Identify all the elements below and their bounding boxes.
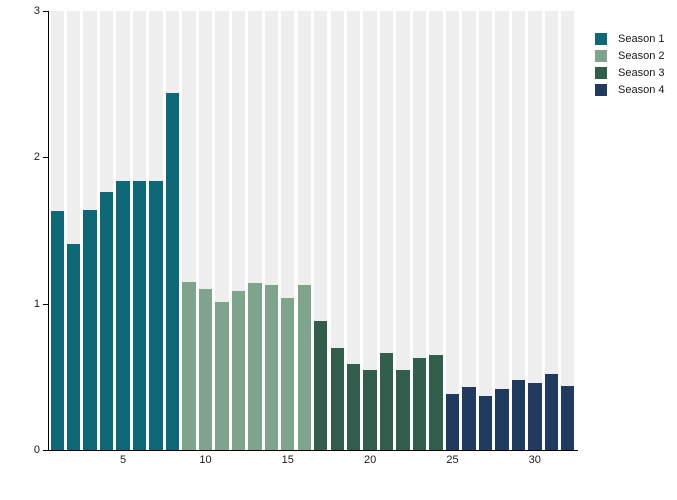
bar-season2-episode12: [231, 290, 246, 450]
legend-label: Season 1: [618, 33, 665, 45]
y-axis-line: [48, 11, 49, 451]
legend-item-season-4: Season 4: [595, 84, 664, 96]
bar-season2-episode10: [198, 289, 213, 450]
bar-season4-episode30: [528, 382, 542, 450]
bar-season2-episode14: [264, 284, 279, 450]
bar-season1-episode5: [116, 180, 130, 450]
bar-season2-episode15: [281, 297, 295, 450]
background-column: [346, 11, 361, 450]
legend-item-season-2: Season 2: [595, 50, 664, 62]
background-column: [561, 11, 575, 450]
x-tick-label-5: 5: [120, 454, 127, 466]
x-tick-label-20: 20: [363, 454, 377, 466]
background-column: [363, 11, 377, 450]
legend-item-season-1: Season 1: [595, 33, 664, 45]
y-tick-label-3: 3: [33, 5, 40, 17]
legend-swatch-icon: [595, 50, 607, 62]
x-axis-line: [43, 450, 578, 451]
y-tick-label-0: 0: [33, 444, 40, 456]
background-column: [429, 11, 443, 450]
background-column: [478, 11, 493, 450]
y-tick-2: [43, 157, 48, 159]
bar-season4-episode29: [511, 379, 526, 450]
bar-season4-episode27: [478, 395, 493, 450]
bar-season1-episode8: [165, 92, 180, 450]
bar-season3-episode24: [429, 354, 443, 450]
bar-season3-episode21: [379, 353, 394, 450]
bar-season4-episode26: [462, 387, 476, 450]
x-tick-label-15: 15: [281, 454, 294, 466]
legend: Season 1 Season 2 Season 3 Season 4: [595, 33, 664, 101]
bar-season3-episode22: [396, 369, 410, 450]
background-column: [511, 11, 526, 450]
bar-season3-episode17: [314, 321, 328, 450]
bar-season3-episode20: [363, 369, 377, 450]
background-column: [412, 11, 427, 450]
y-tick-label-1: 1: [33, 297, 40, 310]
background-column: [445, 11, 460, 450]
background-column: [379, 11, 394, 450]
bar-season3-episode23: [412, 357, 427, 450]
bar-season2-episode13: [248, 283, 262, 450]
bar-season1-episode4: [99, 192, 114, 450]
y-tick-label-2: 2: [33, 151, 40, 164]
bar-season3-episode19: [346, 363, 361, 450]
background-column: [495, 11, 509, 450]
bar-season4-episode32: [561, 385, 575, 450]
legend-swatch-icon: [595, 84, 607, 96]
background-column: [528, 11, 542, 450]
bar-season4-episode28: [495, 388, 509, 450]
x-tick-label-10: 10: [199, 454, 212, 466]
bar-season1-episode6: [132, 180, 147, 450]
bar-season1-episode3: [83, 210, 97, 450]
legend-label: Season 2: [618, 50, 665, 62]
bar-season2-episode16: [297, 284, 311, 450]
background-column: [462, 11, 476, 450]
legend-item-season-3: Season 3: [595, 67, 664, 79]
bar-season2-episode11: [215, 302, 229, 450]
y-tick-3: [43, 11, 48, 12]
bar-season4-episode25: [445, 394, 460, 450]
x-tick-label-30: 30: [528, 454, 541, 466]
legend-swatch-icon: [595, 67, 607, 79]
background-column: [544, 11, 558, 450]
legend-label: Season 3: [618, 67, 665, 79]
y-tick-1: [43, 303, 48, 305]
plot-area: [49, 11, 576, 450]
background-column: [330, 11, 344, 450]
background-column: [396, 11, 410, 450]
bar-season1-episode2: [67, 243, 81, 450]
bar-season4-episode31: [544, 373, 558, 450]
bar-season1-episode7: [149, 180, 163, 450]
x-tick-label-25: 25: [446, 454, 459, 466]
bar-season1-episode1: [50, 211, 64, 450]
bar-season2-episode9: [182, 281, 196, 450]
legend-swatch-icon: [595, 33, 607, 45]
legend-label: Season 4: [618, 84, 665, 96]
bar-season3-episode18: [330, 347, 344, 450]
